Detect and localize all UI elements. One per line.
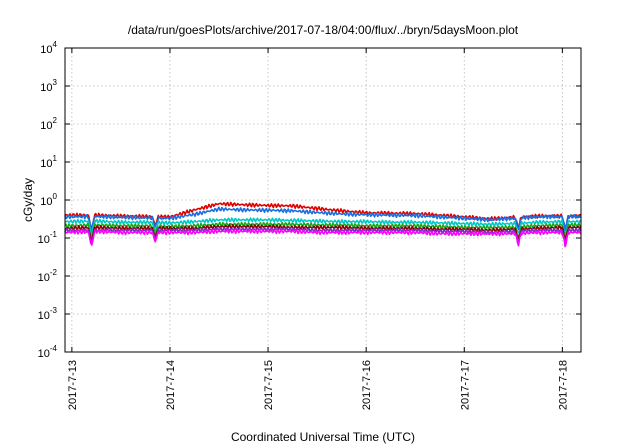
y-tick-label: 100 (40, 192, 57, 208)
y-tick-label: 104 (40, 40, 57, 56)
series-line (64, 206, 582, 233)
y-axis-title: cGy/day (21, 178, 35, 222)
axis-ticks (65, 47, 581, 353)
series-line (64, 217, 582, 237)
x-tick-label: 2017-7-16 (361, 360, 373, 410)
y-tick-label: 10-4 (38, 344, 58, 360)
y-tick-label: 10-2 (38, 268, 58, 284)
x-tick-label: 2017-7-15 (263, 360, 275, 410)
series-line (64, 201, 582, 231)
y-tick-label: 102 (40, 116, 57, 132)
y-tick-label: 10-3 (38, 306, 58, 322)
x-tick-label: 2017-7-14 (165, 360, 177, 410)
x-tick-label: 2017-7-18 (557, 360, 569, 410)
x-axis-title: Coordinated Universal Time (UTC) (231, 430, 415, 444)
x-tick-label: 2017-7-13 (67, 360, 79, 410)
x-axis-labels: 2017-7-13 2017-7-14 2017-7-15 2017-7-16 2017… (67, 360, 569, 410)
y-tick-label: 101 (40, 154, 57, 170)
grid (65, 48, 581, 352)
y-axis-labels: 10-4 10-3 10-2 10-1 100 101 102 103 104 (38, 40, 58, 360)
series-group (64, 201, 582, 248)
y-tick-label: 10-1 (38, 230, 58, 246)
series-line (64, 221, 582, 240)
chart-title: /data/run/goesPlots/archive/2017-07-18/0… (128, 23, 519, 37)
series-line (64, 226, 582, 245)
y-tick-label: 103 (40, 78, 57, 94)
x-tick-label: 2017-7-17 (459, 360, 471, 410)
series-line (64, 228, 582, 248)
